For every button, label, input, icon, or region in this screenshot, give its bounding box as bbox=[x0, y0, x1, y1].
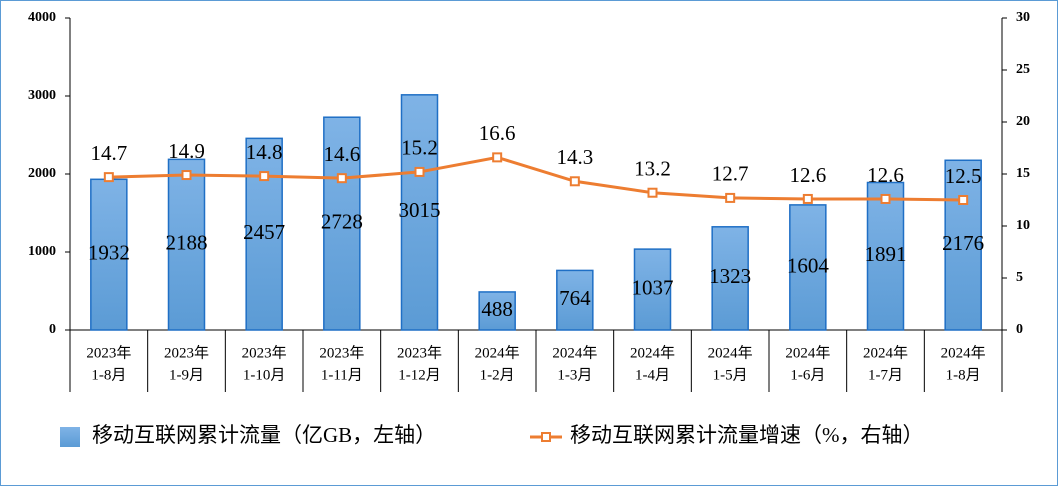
line-marker bbox=[725, 192, 736, 203]
x-tick-label: 1-10月 bbox=[243, 367, 286, 383]
legend-label: 移动互联网累计流量增速（%，右轴） bbox=[570, 423, 924, 447]
value-label: 15.2 bbox=[401, 136, 438, 160]
line-marker bbox=[569, 176, 580, 187]
bar bbox=[556, 269, 594, 331]
value-label: 2728 bbox=[321, 209, 363, 233]
x-tick-label: 1-3月 bbox=[557, 367, 592, 383]
bar bbox=[633, 248, 672, 331]
value-label: 14.3 bbox=[556, 145, 593, 169]
y2-tick-label: 5 bbox=[1016, 270, 1023, 285]
value-label: 2188 bbox=[166, 230, 208, 254]
x-tick-label: 2023年 bbox=[86, 344, 131, 361]
bar bbox=[711, 226, 749, 331]
x-tick-label: 1-8月 bbox=[91, 367, 126, 383]
bar bbox=[323, 116, 361, 331]
value-label: 2176 bbox=[942, 231, 984, 255]
y2-tick-label: 25 bbox=[1016, 62, 1030, 77]
y2-tick-label: 20 bbox=[1016, 114, 1030, 129]
value-label: 14.8 bbox=[246, 140, 283, 164]
x-tick-label: 2024年 bbox=[552, 344, 597, 361]
legend-label: 移动互联网累计流量（亿GB，左轴） bbox=[92, 423, 436, 447]
x-tick-label: 2024年 bbox=[630, 344, 675, 361]
x-tick-label: 2024年 bbox=[863, 344, 908, 361]
value-label: 488 bbox=[481, 297, 513, 321]
x-tick-label: 1-8月 bbox=[946, 367, 981, 383]
value-label: 2457 bbox=[243, 220, 285, 244]
value-label: 16.6 bbox=[479, 121, 516, 145]
value-label: 1891 bbox=[865, 242, 907, 266]
x-tick-label: 1-4月 bbox=[635, 367, 670, 383]
y-tick-label: 0 bbox=[49, 322, 56, 337]
x-tick-label: 2023年 bbox=[319, 344, 364, 361]
bar bbox=[400, 94, 439, 331]
line-marker bbox=[181, 170, 192, 181]
bar bbox=[167, 158, 206, 331]
x-tick-label: 1-5月 bbox=[713, 367, 748, 383]
y2-tick-label: 0 bbox=[1016, 322, 1023, 337]
x-tick-label: 1-2月 bbox=[480, 367, 515, 383]
x-tick-label: 1-9月 bbox=[169, 367, 204, 383]
value-label: 12.5 bbox=[945, 164, 982, 188]
x-tick-label: 1-7月 bbox=[868, 367, 903, 383]
value-label: 1037 bbox=[632, 275, 674, 299]
value-label: 14.9 bbox=[168, 139, 205, 163]
bar bbox=[478, 291, 516, 331]
y-tick-label: 1000 bbox=[28, 244, 56, 259]
line-marker bbox=[492, 152, 503, 163]
line-marker bbox=[414, 166, 425, 177]
x-tick-label: 1-11月 bbox=[321, 367, 363, 383]
line-marker bbox=[336, 173, 347, 184]
value-label: 764 bbox=[559, 286, 591, 310]
line bbox=[108, 155, 964, 202]
x-tick-label: 2023年 bbox=[397, 344, 442, 361]
value-label: 12.6 bbox=[789, 163, 826, 187]
value-label: 12.6 bbox=[867, 163, 904, 187]
legend-marker bbox=[541, 432, 551, 442]
x-tick-label: 2023年 bbox=[164, 344, 209, 361]
x-tick-label: 2023年 bbox=[242, 344, 287, 361]
x-tick-label: 2024年 bbox=[708, 344, 753, 361]
y2-tick-label: 10 bbox=[1016, 218, 1030, 233]
bar bbox=[245, 137, 283, 331]
bar bbox=[866, 181, 905, 331]
line-marker bbox=[802, 193, 813, 204]
y-tick-label: 4000 bbox=[28, 10, 56, 25]
value-label: 1604 bbox=[787, 253, 830, 277]
legend-swatch bbox=[60, 427, 80, 447]
value-label: 3015 bbox=[399, 198, 441, 222]
y2-tick-label: 15 bbox=[1016, 166, 1030, 181]
x-tick-label: 2024年 bbox=[475, 344, 520, 361]
y-tick-label: 3000 bbox=[28, 88, 56, 103]
value-label: 14.6 bbox=[323, 142, 360, 166]
line-marker bbox=[880, 193, 891, 204]
x-tick-label: 1-6月 bbox=[790, 367, 825, 383]
value-label: 12.7 bbox=[712, 162, 749, 186]
bar bbox=[90, 178, 128, 331]
value-label: 1932 bbox=[88, 240, 130, 264]
x-tick-label: 2024年 bbox=[785, 344, 830, 361]
bar bbox=[789, 204, 827, 331]
y2-tick-label: 30 bbox=[1016, 10, 1030, 25]
line-marker bbox=[958, 195, 969, 205]
x-tick-label: 1-12月 bbox=[398, 367, 441, 383]
line-marker bbox=[647, 187, 658, 198]
line-marker bbox=[259, 171, 270, 182]
value-label: 1323 bbox=[709, 264, 751, 288]
y-tick-label: 2000 bbox=[28, 166, 56, 181]
bar bbox=[944, 159, 982, 331]
line-marker bbox=[103, 172, 114, 183]
value-label: 13.2 bbox=[634, 157, 671, 181]
x-tick-label: 2024年 bbox=[941, 344, 986, 361]
value-label: 14.7 bbox=[90, 141, 127, 165]
